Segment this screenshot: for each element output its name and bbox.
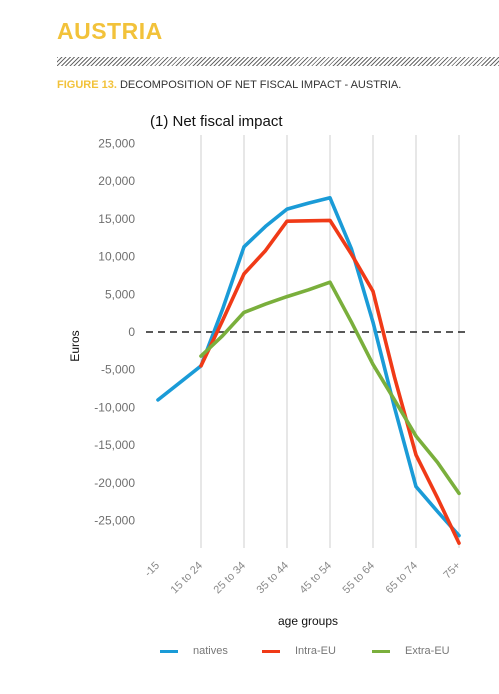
series-line-intra-eu <box>199 218 461 545</box>
legend-swatch-extra-eu <box>372 649 390 653</box>
y-tick-label: 5,000 <box>105 287 135 301</box>
x-axis-title: age groups <box>278 614 338 628</box>
x-tick-label: 15 to 24 <box>169 560 206 597</box>
legend: natives Intra-EU Extra-EU <box>160 645 480 659</box>
chart-title: (1) Net fiscal impact <box>150 113 283 130</box>
data-series <box>156 196 461 545</box>
grid-lines <box>200 135 460 548</box>
x-tick-label: 65 to 74 <box>384 560 421 597</box>
legend-item-intra-eu: Intra-EU <box>262 645 336 657</box>
figure-number: FIGURE 13. <box>57 79 117 91</box>
hatched-divider <box>57 57 499 66</box>
x-tick-label: 35 to 44 <box>255 560 292 597</box>
y-tick-label: -5,000 <box>101 363 135 377</box>
y-tick-label: 10,000 <box>98 250 135 264</box>
y-tick-label: -10,000 <box>94 400 135 414</box>
y-tick-label: -20,000 <box>94 476 135 490</box>
series-line-natives <box>156 196 461 538</box>
x-tick-label: 75+ <box>441 560 463 582</box>
x-tick-label: 25 to 34 <box>212 560 249 597</box>
y-tick-label: 0 <box>128 325 135 339</box>
axis-labels: 25,000 20,000 15,000 10,000 5,000 0 -5,000 -10,… <box>68 137 463 629</box>
y-tick-label: -25,000 <box>94 514 135 528</box>
figure-caption-text: DECOMPOSITION OF NET FISCAL IMPACT - AUS… <box>119 79 402 91</box>
page-heading: AUSTRIA <box>57 18 163 44</box>
y-tick-label: 20,000 <box>98 174 135 188</box>
y-tick-label: 15,000 <box>98 212 135 226</box>
legend-item-extra-eu: Extra-EU <box>372 645 450 657</box>
x-tick-label: -15 <box>142 560 162 580</box>
y-tick-label: 25,000 <box>98 137 135 151</box>
y-tick-label: -15,000 <box>94 438 135 452</box>
x-tick-label: 45 to 54 <box>298 560 335 597</box>
figure-caption: FIGURE 13. DECOMPOSITION OF NET FISCAL I… <box>57 79 401 91</box>
series-line-extra-eu <box>199 280 461 496</box>
legend-label-intra-eu: Intra-EU <box>295 645 336 657</box>
legend-label-natives: natives <box>193 645 228 657</box>
legend-item-natives: natives <box>160 645 228 657</box>
y-axis-title: Euros <box>68 330 82 361</box>
legend-label-extra-eu: Extra-EU <box>405 645 450 657</box>
legend-swatch-intra-eu <box>262 649 280 653</box>
legend-swatch-natives <box>160 649 178 653</box>
x-tick-label: 55 to 64 <box>341 560 378 597</box>
